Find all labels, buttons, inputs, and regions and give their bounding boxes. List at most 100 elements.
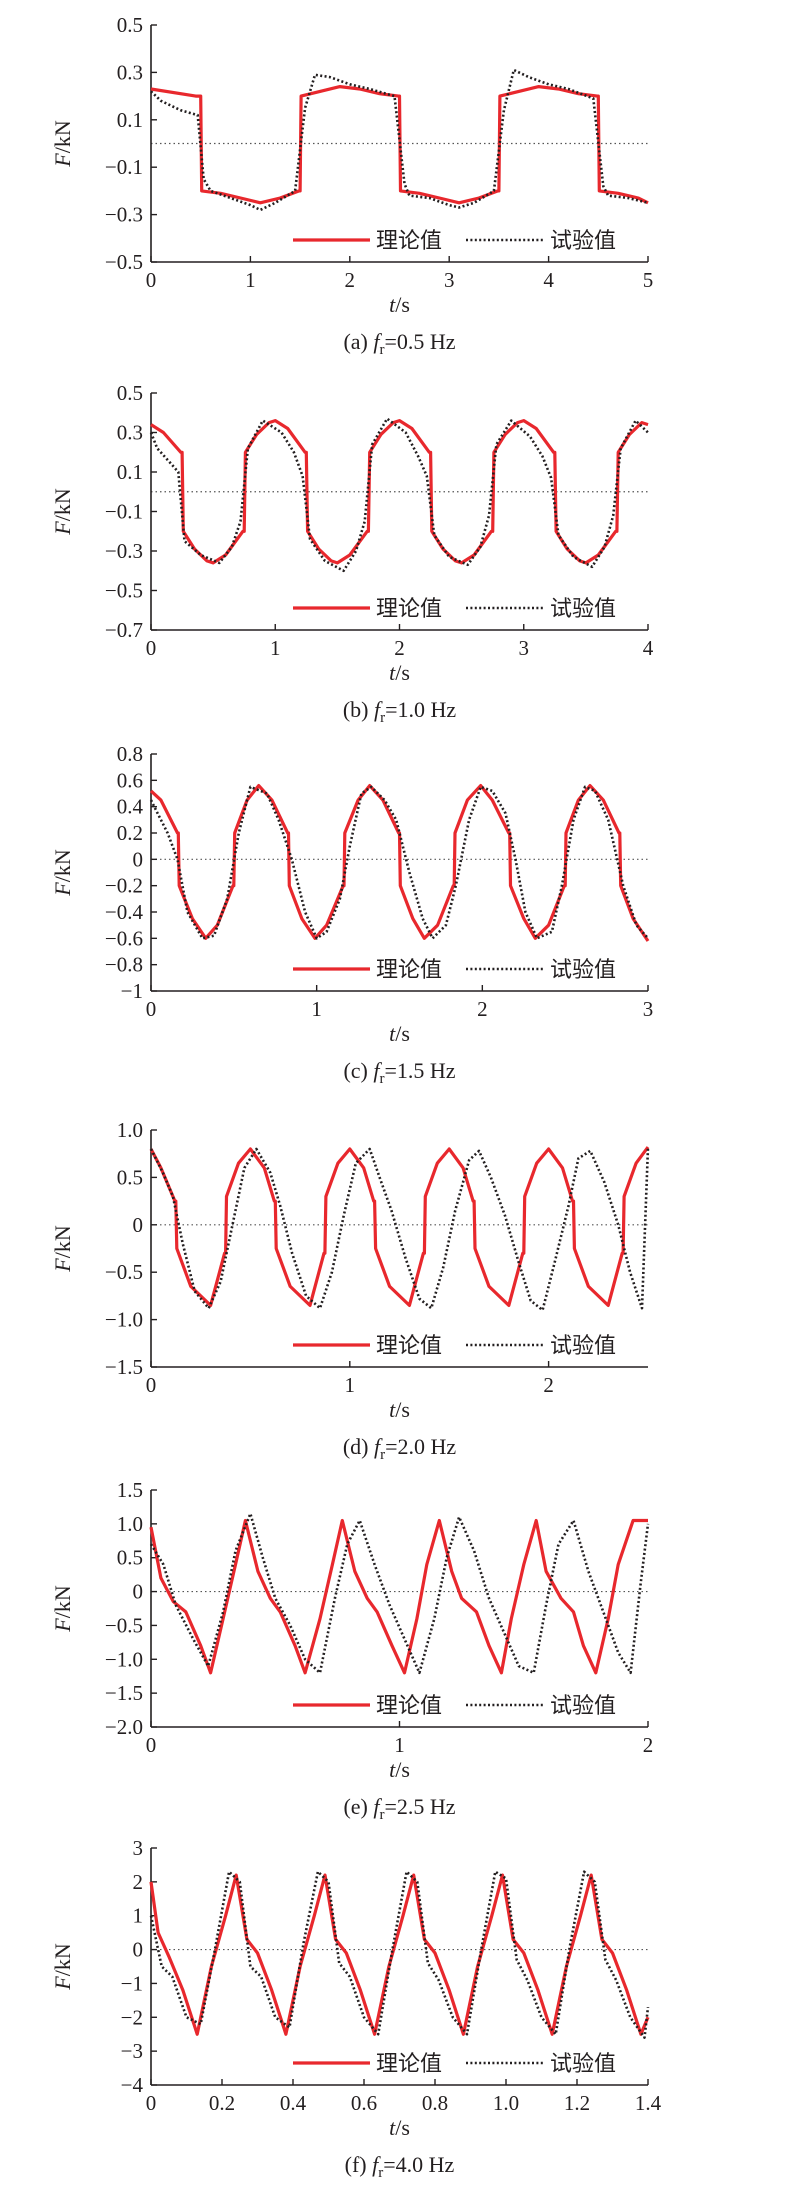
- theory-point: [332, 1564, 334, 1566]
- x-tick-label: 1.0: [493, 2091, 519, 2115]
- theory-point: [536, 1162, 538, 1164]
- experiment-point: [255, 1148, 257, 1150]
- experiment-point: [289, 2027, 291, 2029]
- y-axis-label-unit: /kN: [50, 849, 75, 882]
- experiment-point: [269, 1172, 271, 1174]
- theory-point: [341, 1520, 343, 1522]
- theory-point: [360, 1989, 362, 1991]
- theory-point: [325, 1195, 327, 1197]
- experiment-point: [594, 790, 596, 792]
- x-axis-label-unit: /s: [395, 292, 410, 317]
- theory-point: [462, 1167, 464, 1169]
- experiment-point: [274, 2016, 276, 2018]
- theory-point: [434, 1952, 436, 1954]
- experiment-point: [363, 2016, 365, 2018]
- experiment-point: [369, 88, 371, 90]
- experiment-point: [513, 69, 515, 71]
- theory-point: [597, 95, 599, 97]
- experiment-point: [448, 556, 450, 558]
- y-tick-label: −1.0: [105, 1647, 143, 1671]
- experiment-point: [479, 546, 481, 548]
- experiment-point: [629, 2016, 631, 2018]
- theory-point: [399, 95, 401, 97]
- theory-point: [438, 197, 440, 199]
- theory-point: [562, 1167, 564, 1169]
- experiment-point: [617, 1652, 619, 1654]
- y-tick-label: 1: [133, 1904, 144, 1928]
- experiment-point: [569, 1945, 571, 1947]
- caption-value: =1.0 Hz: [385, 697, 456, 722]
- theory-point: [622, 1252, 624, 1254]
- experiment-point: [260, 1976, 262, 1978]
- experiment-point: [555, 2033, 557, 2035]
- experiment-point: [235, 1550, 237, 1552]
- experiment-point: [304, 107, 306, 109]
- theory-point: [423, 1252, 425, 1254]
- experiment-point: [150, 799, 152, 801]
- experiment-point: [551, 931, 553, 933]
- theory-point: [548, 1148, 550, 1150]
- theory-point: [376, 1611, 378, 1613]
- legend-experiment-label: 试验值: [550, 2052, 616, 2077]
- x-axis-label-var: t: [389, 1397, 396, 1422]
- chart-panel-d: −1.5 −1.0 −0.5 0 0.5 1.0 0 1 2 F/kN t/s (d) fr=2.0 …: [50, 1118, 650, 1463]
- y-tick-label: 0: [133, 847, 144, 871]
- experiment-point: [480, 1949, 482, 1951]
- y-tick-label: 0: [133, 1213, 144, 1237]
- x-axis-label-var: t: [389, 660, 396, 685]
- theory-point: [289, 1286, 291, 1288]
- theory-point: [181, 451, 183, 453]
- theory-point: [474, 1248, 476, 1250]
- experiment-point: [395, 819, 397, 821]
- experiment-point: [505, 1878, 507, 1880]
- y-tick-label: 0.6: [117, 768, 143, 792]
- experiment-point: [250, 204, 252, 206]
- x-axis-label-unit: /s: [395, 1021, 410, 1046]
- y-tick-label: −3: [121, 2039, 143, 2063]
- legend-experiment-label: 试验值: [550, 1694, 616, 1719]
- theory-point: [157, 1932, 159, 1934]
- theory-point: [235, 1564, 237, 1566]
- x-axis-label: t/s: [389, 1021, 410, 1046]
- caption-var: f: [373, 329, 382, 354]
- x-tick-label: 3: [444, 268, 455, 292]
- theory-point: [206, 560, 208, 562]
- experiment-point: [515, 858, 517, 860]
- caption-subscript: r: [380, 1447, 385, 1463]
- experiment-point: [558, 1543, 560, 1545]
- experiment-point: [433, 1618, 435, 1620]
- experiment-point: [150, 1148, 152, 1150]
- theory-point: [324, 1874, 326, 1876]
- theory-point: [454, 832, 456, 834]
- theory-point: [548, 924, 550, 926]
- experiment-point: [250, 1513, 252, 1515]
- theory-point: [558, 88, 560, 90]
- experiment-point: [278, 819, 280, 821]
- theory-point: [626, 1989, 628, 1991]
- experiment-point: [389, 1604, 391, 1606]
- experiment-point: [635, 420, 637, 422]
- experiment-points: [150, 1513, 649, 1674]
- theory-point: [635, 1162, 637, 1164]
- panel-caption: (f) fr=4.0 Hz: [345, 2152, 455, 2181]
- caption-prefix: (b): [343, 697, 374, 722]
- theory-point: [374, 2033, 376, 2035]
- panel-caption: (a) fr=0.5 Hz: [343, 329, 455, 358]
- experiment-point: [568, 1205, 570, 1207]
- experiment-point: [150, 90, 152, 92]
- experiment-point: [150, 432, 152, 434]
- experiment-point: [558, 534, 560, 536]
- theory-point: [326, 924, 328, 926]
- experiment-point: [194, 1290, 196, 1292]
- experiment-point: [328, 1881, 330, 1883]
- experiment-point: [177, 471, 179, 473]
- caption-var: f: [372, 2152, 381, 2177]
- theory-point: [504, 434, 506, 436]
- experiment-point: [391, 1210, 393, 1212]
- theory-point: [448, 1148, 450, 1150]
- experiment-point: [605, 1959, 607, 1961]
- experiment-point: [418, 1672, 420, 1674]
- legend-theory-label: 理论值: [376, 1694, 442, 1719]
- experiment-point: [446, 1557, 448, 1559]
- experiment-point: [607, 195, 609, 197]
